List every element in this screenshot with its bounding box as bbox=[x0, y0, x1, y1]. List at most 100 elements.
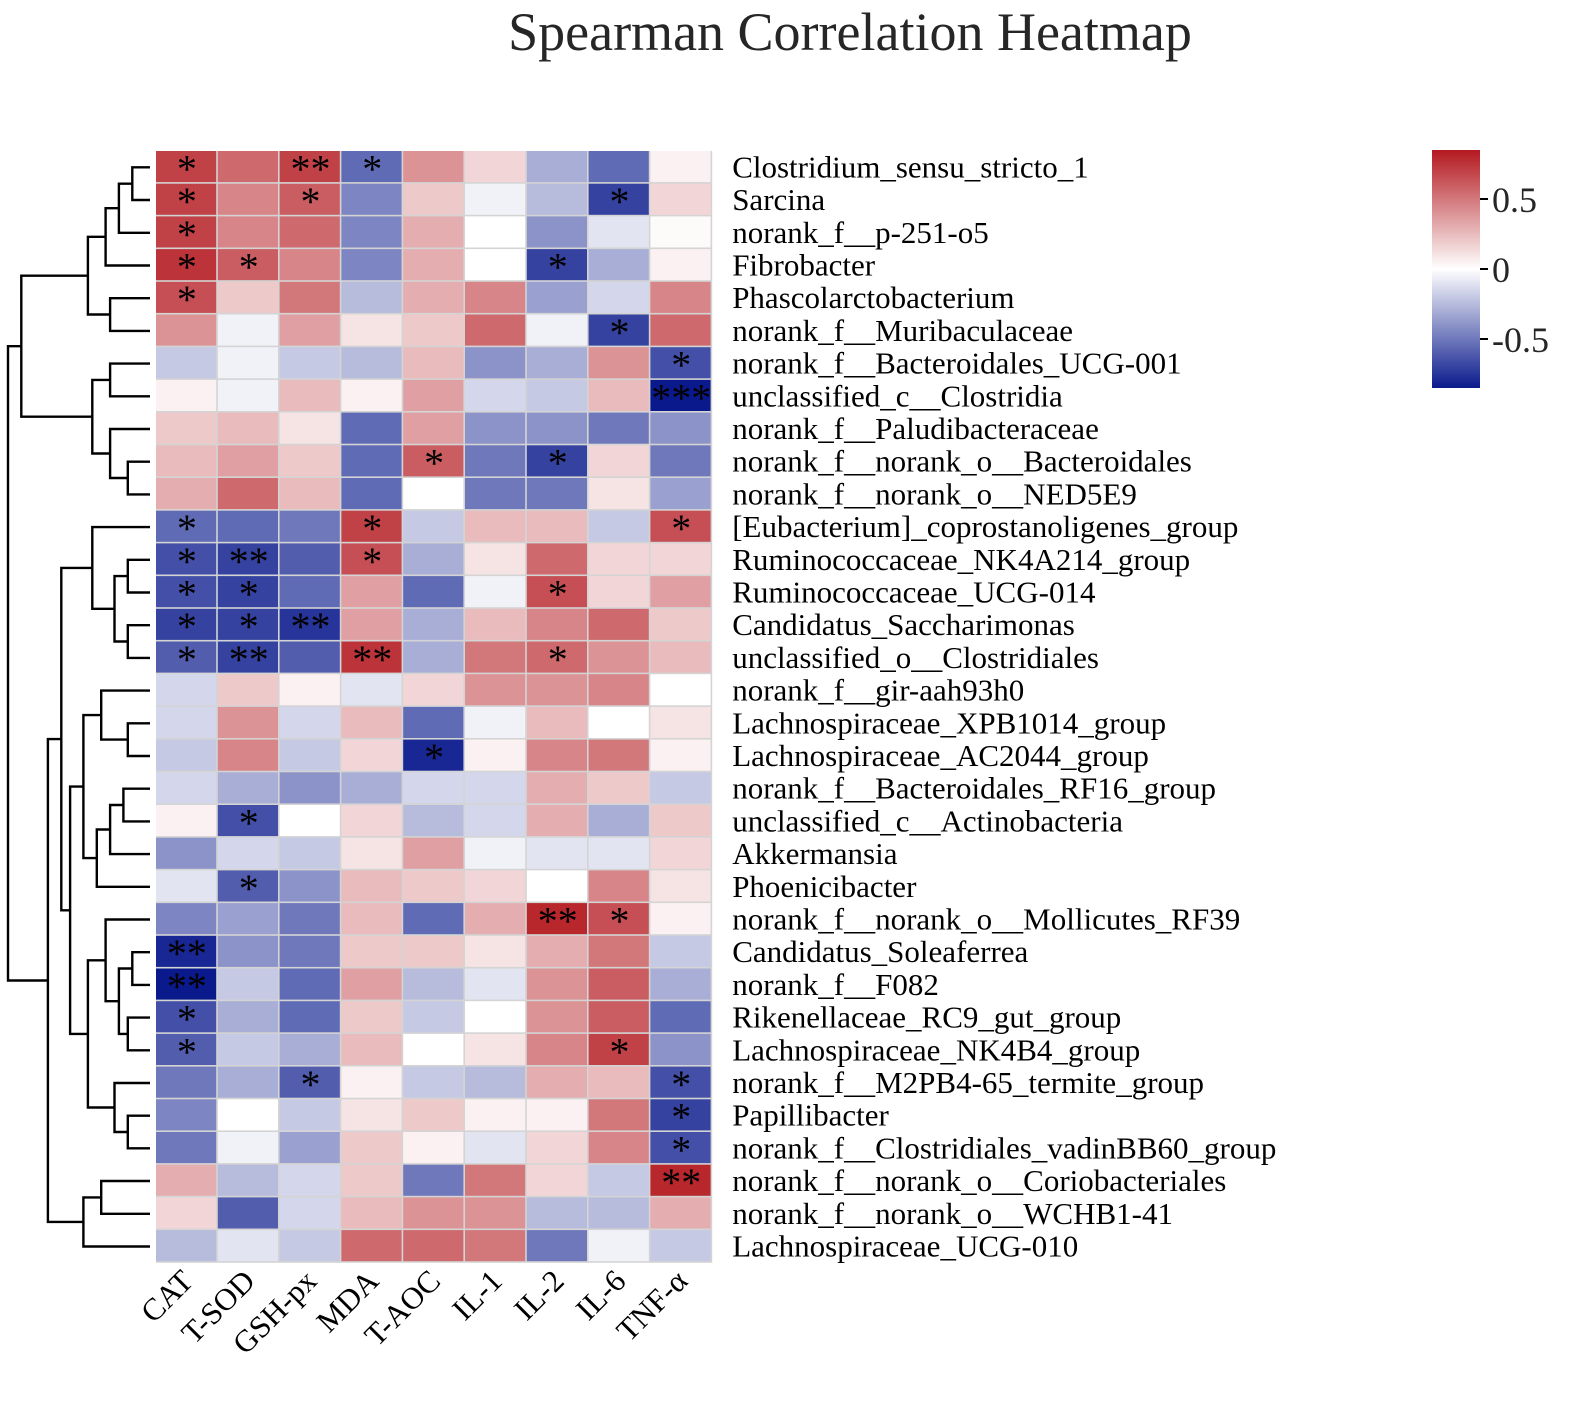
heatmap-cell bbox=[156, 576, 217, 608]
heatmap-cell bbox=[156, 1230, 217, 1262]
heatmap-cell bbox=[465, 576, 526, 608]
heatmap-cell bbox=[588, 281, 649, 313]
heatmap-cell bbox=[279, 674, 340, 706]
heatmap-cell bbox=[465, 445, 526, 477]
heatmap-cell bbox=[217, 249, 278, 281]
heatmap-cell bbox=[341, 1132, 402, 1164]
dendrogram-link bbox=[117, 967, 133, 1036]
row-label: Lachnospiraceae_UCG-010 bbox=[732, 1228, 1078, 1263]
heatmap-cell bbox=[156, 445, 217, 477]
heatmap-cell bbox=[217, 674, 278, 706]
heatmap-cell bbox=[341, 837, 402, 869]
row-label: norank_f__norank_o__WCHB1-41 bbox=[732, 1196, 1173, 1231]
heatmap-cell bbox=[217, 543, 278, 575]
significance-mark: ** bbox=[167, 964, 207, 1009]
heatmap-cell bbox=[279, 1099, 340, 1131]
heatmap-cell bbox=[465, 968, 526, 1000]
heatmap-cell bbox=[279, 1230, 340, 1262]
heatmap-cell bbox=[403, 412, 464, 444]
row-label: Lachnospiraceae_XPB1014_group bbox=[732, 705, 1166, 740]
heatmap-cell bbox=[650, 1164, 711, 1196]
heatmap-cell bbox=[588, 608, 649, 640]
heatmap-cell bbox=[279, 1197, 340, 1229]
heatmap-cell bbox=[588, 1164, 649, 1196]
heatmap-cell bbox=[588, 870, 649, 902]
heatmap-cell bbox=[588, 1230, 649, 1262]
heatmap-cell bbox=[403, 837, 464, 869]
dendrogram-link bbox=[126, 624, 150, 660]
heatmap-cell bbox=[588, 935, 649, 967]
heatmap-cell bbox=[465, 1132, 526, 1164]
heatmap-cell bbox=[156, 674, 217, 706]
dendrogram-link bbox=[117, 182, 150, 234]
dendrogram-link bbox=[104, 918, 150, 1003]
heatmap-cell bbox=[588, 510, 649, 542]
row-label: norank_f__p-251-o5 bbox=[732, 215, 989, 250]
heatmap-cell bbox=[279, 739, 340, 771]
dendrogram-link bbox=[126, 722, 150, 758]
heatmap-cell bbox=[217, 1099, 278, 1131]
heatmap-cell bbox=[526, 1033, 587, 1065]
significance-mark: * bbox=[177, 506, 197, 551]
heatmap-cell bbox=[526, 1066, 587, 1098]
heatmap-cell bbox=[588, 1033, 649, 1065]
dendrogram-link bbox=[91, 525, 150, 610]
heatmap-cell bbox=[341, 641, 402, 673]
heatmap-cell bbox=[526, 1164, 587, 1196]
dendrogram-link bbox=[100, 1179, 150, 1215]
heatmap-cell bbox=[588, 412, 649, 444]
heatmap-cell bbox=[279, 1132, 340, 1164]
heatmap-cell bbox=[588, 1197, 649, 1229]
heatmap-cell bbox=[526, 805, 587, 837]
heatmap-cell bbox=[279, 805, 340, 837]
heatmap-cell bbox=[403, 706, 464, 738]
heatmap-cell bbox=[403, 1099, 464, 1131]
heatmap-cell bbox=[650, 641, 711, 673]
heatmap-cell bbox=[403, 1001, 464, 1033]
heatmap-cell bbox=[526, 445, 587, 477]
heatmap-cell bbox=[465, 1001, 526, 1033]
heatmap-cell bbox=[588, 968, 649, 1000]
heatmap-cell bbox=[588, 739, 649, 771]
heatmap-cell bbox=[465, 1197, 526, 1229]
heatmap-cell bbox=[341, 445, 402, 477]
heatmap-cell bbox=[217, 412, 278, 444]
heatmap-cell bbox=[403, 608, 464, 640]
dendrogram-link bbox=[82, 1196, 150, 1248]
heatmap-cell bbox=[279, 1001, 340, 1033]
heatmap-cell bbox=[465, 935, 526, 967]
heatmap-cell bbox=[279, 576, 340, 608]
significance-mark: * bbox=[177, 179, 197, 224]
heatmap-cell bbox=[465, 608, 526, 640]
heatmap-cell bbox=[650, 1001, 711, 1033]
heatmap-cell bbox=[341, 870, 402, 902]
heatmap-cell bbox=[588, 1132, 649, 1164]
heatmap-cell bbox=[403, 281, 464, 313]
heatmap-cell bbox=[465, 1230, 526, 1262]
heatmap-cell bbox=[650, 347, 711, 379]
row-label: Sarcina bbox=[732, 182, 825, 217]
heatmap-cell bbox=[279, 412, 340, 444]
dendrogram-link bbox=[108, 803, 150, 856]
heatmap-cell bbox=[156, 903, 217, 935]
heatmap-cell bbox=[403, 478, 464, 510]
heatmap-cell bbox=[403, 641, 464, 673]
significance-mark: * bbox=[301, 1062, 321, 1107]
heatmap-cell bbox=[403, 314, 464, 346]
heatmap-cell bbox=[465, 870, 526, 902]
heatmap-cell bbox=[217, 608, 278, 640]
heatmap-cell bbox=[588, 641, 649, 673]
heatmap-cell bbox=[526, 379, 587, 411]
heatmap-cell bbox=[403, 1164, 464, 1196]
heatmap-cell bbox=[403, 347, 464, 379]
heatmap-cell bbox=[156, 1001, 217, 1033]
dendrogram-link bbox=[46, 737, 84, 1224]
heatmap-cell bbox=[650, 249, 711, 281]
heatmap-cell bbox=[217, 968, 278, 1000]
column-label: IL-1 bbox=[445, 1263, 509, 1327]
heatmap-cell bbox=[217, 1230, 278, 1262]
significance-mark: ** bbox=[352, 637, 392, 682]
heatmap-cell bbox=[279, 837, 340, 869]
heatmap-cell bbox=[650, 706, 711, 738]
heatmap-cell bbox=[156, 1033, 217, 1065]
